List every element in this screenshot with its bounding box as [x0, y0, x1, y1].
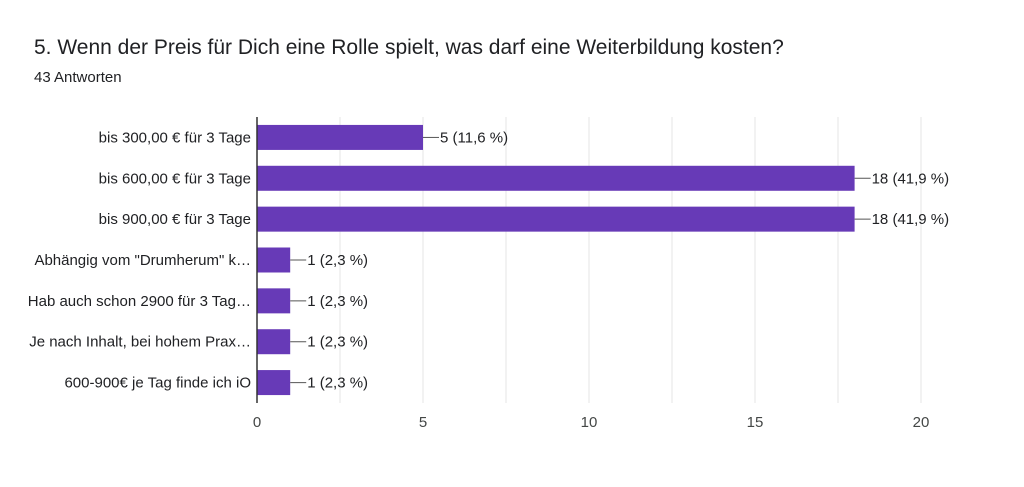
- bar[interactable]: [257, 288, 291, 314]
- bar[interactable]: [257, 124, 423, 150]
- bar[interactable]: [257, 247, 291, 273]
- data-label: 18 (41,9 %): [872, 211, 950, 228]
- response-count: 43 Antworten: [34, 69, 122, 86]
- category-label: Hab auch schon 2900 für 3 Tag…: [28, 293, 251, 310]
- x-tick-label: 10: [581, 414, 598, 431]
- x-axis-ticks: 0 5 10 15 20: [253, 117, 930, 431]
- category-label: bis 900,00 € für 3 Tage: [99, 211, 251, 228]
- category-label: bis 300,00 € für 3 Tage: [99, 129, 251, 146]
- bars: [257, 124, 855, 396]
- bar[interactable]: [257, 165, 855, 191]
- category-label: 600-900€ je Tag finde ich iO: [64, 375, 251, 392]
- x-tick-label: 5: [419, 414, 427, 431]
- x-tick-label: 20: [913, 414, 930, 431]
- data-label: 1 (2,3 %): [307, 334, 368, 351]
- data-label: 18 (41,9 %): [872, 170, 950, 187]
- question-title: 5. Wenn der Preis für Dich eine Rolle sp…: [34, 36, 784, 59]
- data-label: 1 (2,3 %): [307, 252, 368, 269]
- x-tick-label: 15: [747, 414, 764, 431]
- grid-lines: [339, 117, 922, 403]
- category-label: Abhängig vom "Drumherum" k…: [34, 252, 251, 269]
- x-tick-label: 0: [253, 414, 261, 431]
- category-label: bis 600,00 € für 3 Tage: [99, 170, 251, 187]
- bar[interactable]: [257, 329, 291, 355]
- data-label: 1 (2,3 %): [307, 375, 368, 392]
- category-labels: bis 300,00 € für 3 Tage bis 600,00 € für …: [28, 129, 251, 391]
- bar[interactable]: [257, 370, 291, 396]
- category-label: Je nach Inhalt, bei hohem Prax…: [29, 334, 251, 351]
- data-label: 5 (11,6 %): [440, 129, 508, 146]
- data-labels: 5 (11,6 %) 18 (41,9 %) 18 (41,9 %) 1 (2,3 %…: [290, 129, 950, 392]
- bar[interactable]: [257, 206, 855, 232]
- data-label: 1 (2,3 %): [307, 293, 368, 310]
